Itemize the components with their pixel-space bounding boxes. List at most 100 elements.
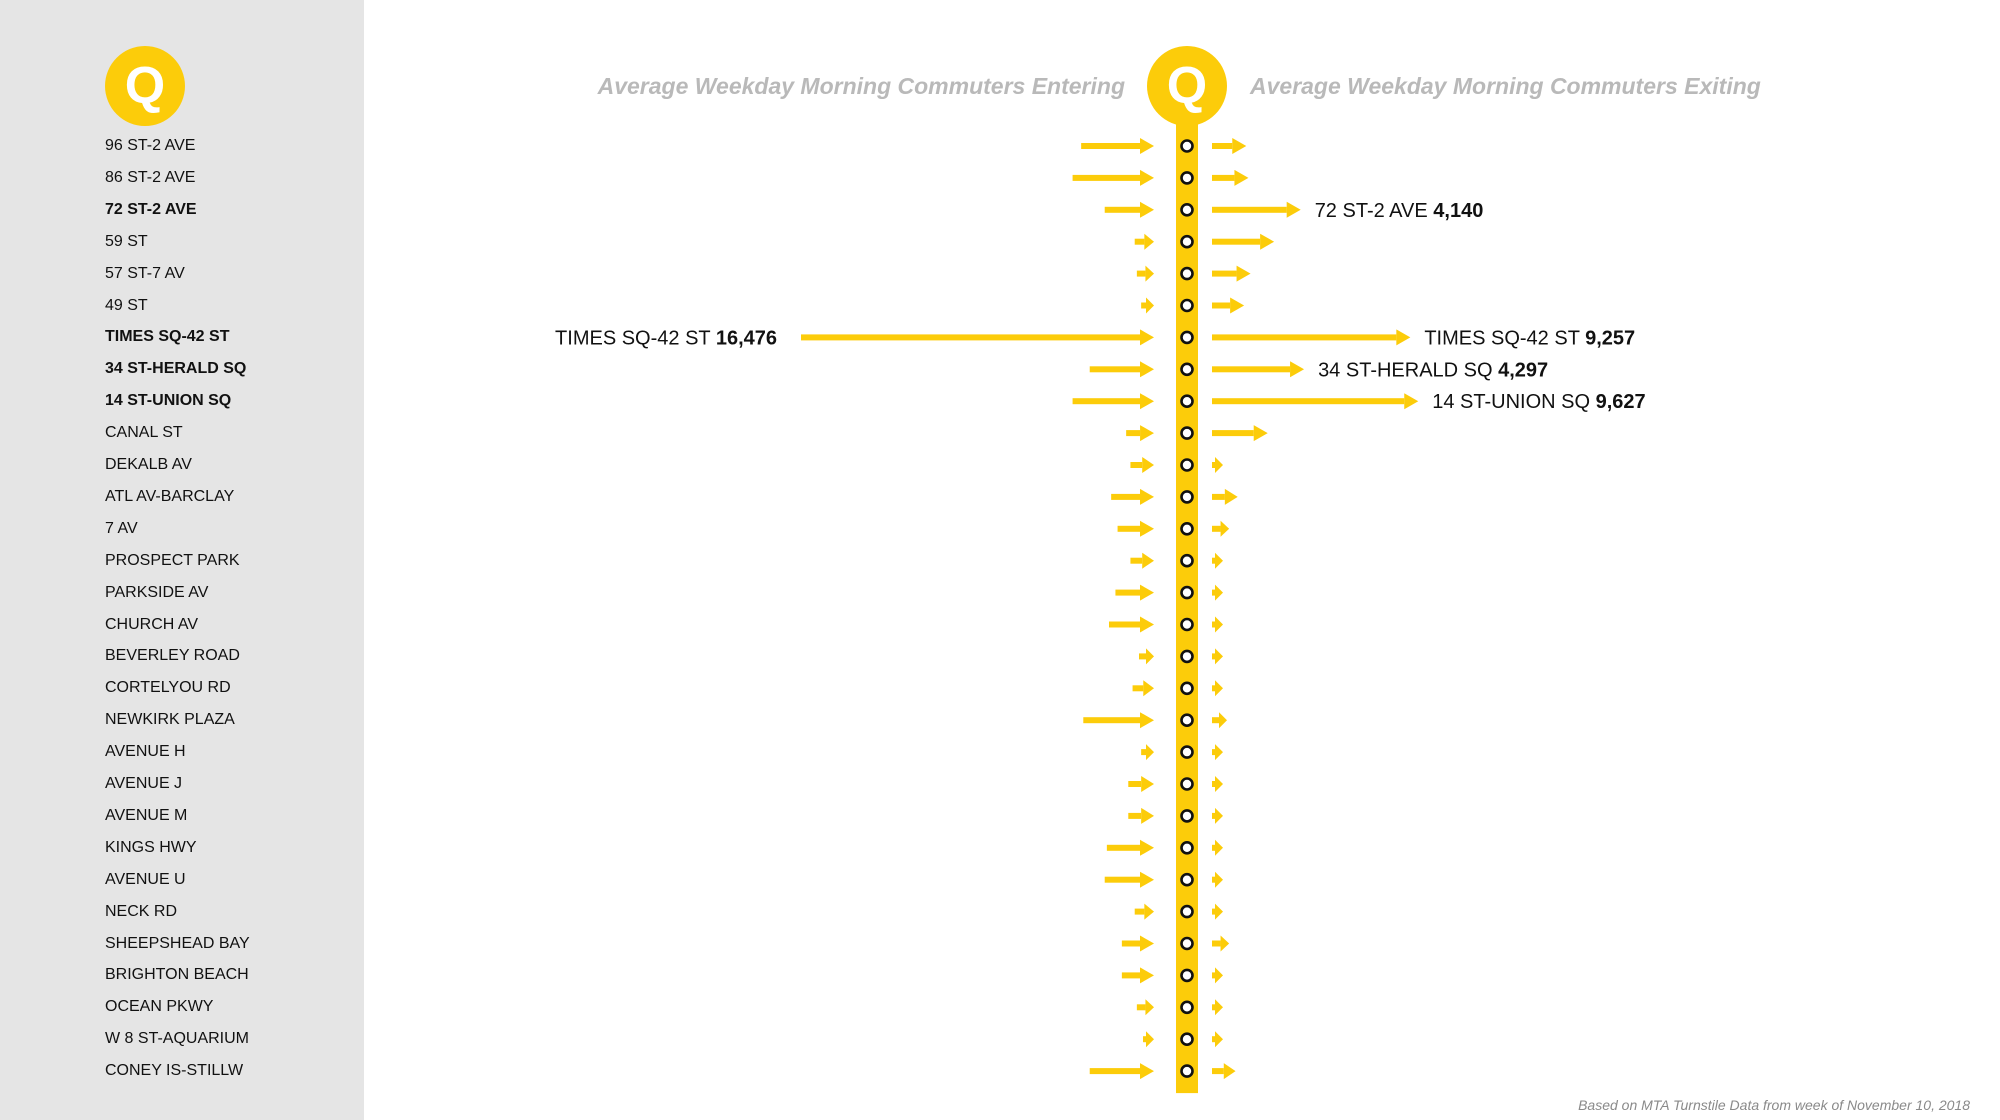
station-name: AVENUE J (105, 775, 183, 792)
station-dot (1180, 840, 1194, 855)
station-dot (1180, 745, 1194, 759)
value-label: TIMES SQ-42 ST 16,476 (555, 327, 777, 349)
entering-arrow (1140, 169, 1154, 186)
exiting-arrow (1215, 616, 1223, 633)
entering-arrow-shaft (1083, 717, 1140, 724)
entering-arrow (1140, 584, 1154, 601)
exiting-arrow (1215, 967, 1223, 984)
station-name: DEKALB AV (105, 456, 192, 473)
entering-arrow-shaft (1126, 430, 1141, 437)
exiting-arrow-shaft (1212, 1068, 1224, 1075)
exiting-arrow-shaft (1212, 781, 1215, 787)
exiting-arrow-shaft (1212, 685, 1215, 692)
exiting-arrow (1218, 712, 1227, 729)
entering-arrow (1140, 393, 1154, 410)
exiting-arrow-shaft (1212, 206, 1287, 213)
exiting-arrow-shaft (1212, 844, 1215, 851)
station-name: CORTELYOU RD (105, 679, 231, 697)
station-name: KINGS HWY (105, 838, 197, 856)
entering-arrow-shaft (1134, 908, 1145, 915)
entering-arrow-shaft (1089, 366, 1140, 373)
exiting-arrow-shaft (1212, 143, 1233, 149)
station-dot (1180, 458, 1194, 472)
entering-arrow-shaft (1106, 844, 1140, 851)
entering-arrow-shaft (1115, 589, 1140, 596)
entering-arrow-shaft (1143, 1036, 1146, 1043)
station-name: CANAL ST (105, 424, 183, 442)
entering-arrow (1142, 457, 1154, 473)
entering-arrow (1143, 680, 1154, 697)
exiting-arrow (1215, 807, 1223, 824)
entering-arrow-shaft (1111, 493, 1140, 500)
entering-arrow (1146, 744, 1154, 761)
station-dot (1180, 968, 1194, 983)
q-line-center-bullet-icon: Q (1147, 46, 1227, 126)
station-name: NECK RD (105, 902, 178, 920)
value-label: 14 ST-UNION SQ 9,627 (1432, 391, 1645, 413)
exiting-arrow-shaft (1212, 749, 1215, 756)
entering-arrow-shaft (801, 334, 1140, 341)
exiting-header: Average Weekday Morning Commuters Exitin… (1250, 73, 1761, 99)
exiting-arrow-shaft (1212, 908, 1215, 915)
entering-arrow (1144, 233, 1154, 250)
entering-arrow-shaft (1141, 302, 1146, 309)
station-name: 57 ST-7 AV (105, 264, 185, 282)
entering-arrow-shaft (1139, 653, 1146, 660)
entering-arrow (1140, 967, 1154, 984)
entering-arrow (1146, 1031, 1154, 1048)
exiting-arrow-shaft (1212, 557, 1215, 564)
station-name: AVENUE U (105, 870, 186, 888)
station-name: BRIGHTON BEACH (105, 966, 249, 984)
value-label: TIMES SQ-42 ST 9,257 (1424, 327, 1635, 349)
station-dot (1180, 585, 1194, 600)
q-line-bullet-icon: Q (105, 46, 185, 126)
exiting-arrow (1215, 457, 1223, 473)
station-name: PARKSIDE AV (105, 583, 209, 601)
exiting-arrow (1234, 169, 1249, 186)
entering-arrow-shaft (1136, 1004, 1146, 1011)
station-name: 59 ST (105, 232, 148, 250)
entering-arrow-shaft (1128, 781, 1142, 787)
value-label: 72 ST-2 AVE 4,140 (1315, 200, 1484, 222)
exiting-arrow-shaft (1212, 717, 1219, 724)
exiting-arrow-shaft (1212, 493, 1225, 500)
exiting-arrow (1223, 1063, 1236, 1080)
exiting-arrow-shaft (1212, 462, 1215, 468)
station-name: SHEEPSHEAD BAY (105, 934, 250, 952)
exiting-arrow (1224, 488, 1238, 505)
entering-arrow (1140, 839, 1154, 856)
station-dot (1180, 266, 1194, 281)
exiting-arrow-shaft (1212, 621, 1215, 628)
entering-arrow (1140, 361, 1154, 378)
station-dot (1180, 649, 1194, 664)
entering-arrow-shaft (1141, 749, 1146, 756)
entering-arrow (1145, 265, 1154, 282)
exiting-arrow (1290, 361, 1305, 378)
station-dot (1180, 394, 1194, 409)
exiting-arrow (1286, 201, 1301, 218)
station-name: 14 ST-UNION SQ (105, 392, 232, 410)
exiting-arrow (1215, 584, 1223, 601)
station-dot (1180, 617, 1194, 632)
exiting-arrow (1220, 520, 1230, 537)
exiting-arrow-shaft (1212, 334, 1397, 341)
exiting-arrow (1215, 839, 1223, 856)
station-name: 34 ST-HERALD SQ (105, 360, 247, 378)
station-dot (1180, 713, 1194, 728)
station-dot (1180, 521, 1194, 536)
station-dot (1180, 298, 1194, 313)
exiting-arrow-shaft (1212, 972, 1215, 979)
entering-arrow-shaft (1072, 398, 1140, 405)
exiting-arrow (1396, 329, 1411, 346)
entering-arrow (1144, 903, 1154, 920)
station-name: 86 ST-2 AVE (105, 168, 196, 186)
station-name: BEVERLEY ROAD (105, 647, 240, 665)
exiting-arrow (1236, 265, 1251, 282)
exiting-arrow (1215, 648, 1223, 665)
exiting-arrow-shaft (1212, 1004, 1215, 1011)
entering-arrow-shaft (1072, 174, 1140, 181)
station-name: AVENUE M (105, 806, 188, 824)
station-dot (1180, 234, 1194, 249)
exiting-arrow (1215, 903, 1223, 920)
